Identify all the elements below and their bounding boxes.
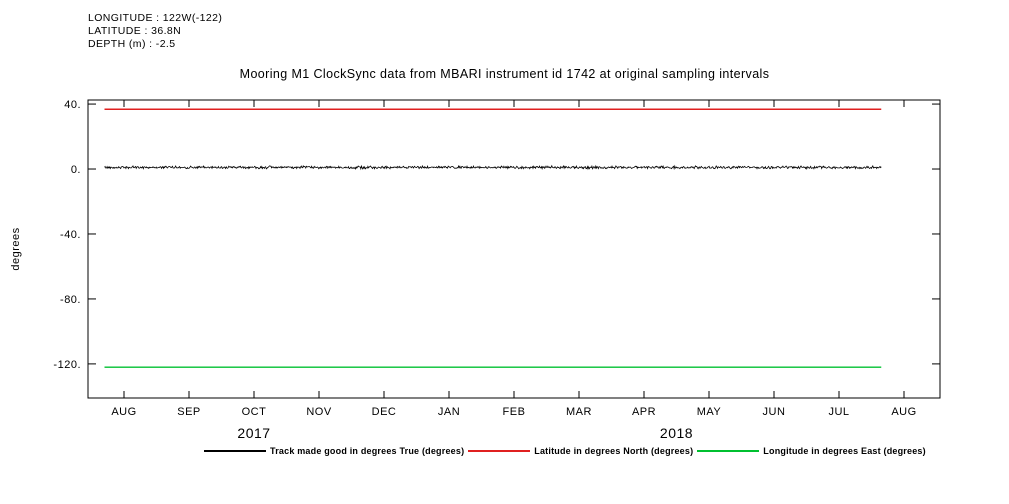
x-tick-label: AUG [891,406,916,418]
x-tick-label: DEC [372,406,397,418]
x-tick-label: MAR [566,406,592,418]
y-tick-label: 0. [71,164,81,176]
x-tick-label: FEB [503,406,526,418]
y-tick-label: -120. [53,359,81,371]
year-label: 2017 [237,425,270,441]
legend-item: Latitude in degrees North (degrees) [468,446,697,456]
latitude-info: LATITUDE : 36.8N [88,25,182,37]
legend-item: Track made good in degrees True (degrees… [204,446,468,456]
x-tick-label: SEP [177,406,201,418]
x-tick-label: APR [632,406,656,418]
chart-legend: Track made good in degrees True (degrees… [204,446,930,456]
legend-label: Track made good in degrees True (degrees… [270,446,465,456]
x-tick-label: OCT [242,406,267,418]
year-label: 2018 [660,425,693,441]
y-tick-label: 40. [64,99,81,111]
legend-label: Longitude in degrees East (degrees) [763,446,926,456]
legend-line-swatch [204,450,266,452]
x-tick-label: JUN [763,406,786,418]
plot-border [87,99,941,399]
series-line [104,164,882,171]
y-tick-label: -40. [60,229,81,241]
x-tick-label: JAN [438,406,460,418]
legend-label: Latitude in degrees North (degrees) [534,446,694,456]
station-info: LONGITUDE : 122W(-122) LATITUDE : 36.8N … [88,12,222,51]
y-tick-label: -80. [60,294,81,306]
chart-title: Mooring M1 ClockSync data from MBARI ins… [239,67,770,81]
x-tick-label: NOV [306,406,332,418]
legend-line-swatch [697,450,760,452]
x-tick-label: MAY [697,406,722,418]
legend-item: Longitude in degrees East (degrees) [697,446,930,456]
x-tick-label: JUL [828,406,849,418]
longitude-info: LONGITUDE : 122W(-122) [88,12,223,24]
legend-line-swatch [468,450,531,452]
x-tick-label: AUG [111,406,136,418]
depth-info: DEPTH (m) : -2.5 [88,38,176,50]
